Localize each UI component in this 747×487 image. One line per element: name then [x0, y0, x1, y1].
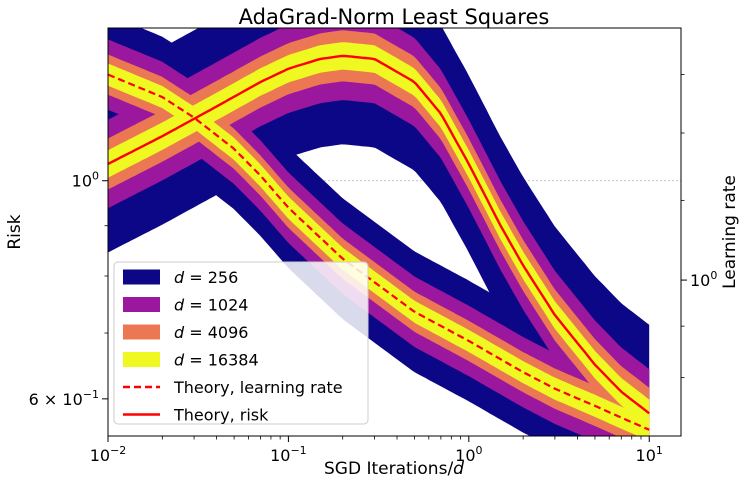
y-right-tick-label: 100 [690, 269, 717, 290]
x-tick-label: 10−1 [270, 444, 307, 465]
y-axis-right: 100 [681, 74, 717, 379]
risk-band-d1024 [108, 28, 650, 436]
y-left-tick-label: 6 × 10−1 [29, 388, 99, 409]
legend-label-d256: d = 256 [174, 268, 238, 287]
theory-risk-line [108, 54, 650, 415]
x-axis-label-var: d [453, 459, 464, 479]
x-axis-label-text: SGD Iterations/ [324, 459, 453, 479]
legend: d = 256 d = 1024 d = 4096 d = 16384 Theory, … [113, 261, 369, 425]
legend-box [113, 261, 369, 425]
plot-frame [107, 27, 682, 437]
legend-label-d16384: d = 16384 [174, 351, 259, 370]
legend-swatch-d256 [123, 269, 160, 285]
y-axis-left: 100 6 × 10−1 [29, 170, 108, 409]
x-axis: 10−2 10−1 100 101 [90, 436, 663, 465]
legend-label-risk_line: Theory, risk [173, 406, 269, 425]
x-axis-label: SGD Iterations/d [324, 459, 464, 479]
x-tick-label: 10−2 [90, 444, 127, 465]
chart-title: AdaGrad-Norm Least Squares [239, 5, 550, 29]
legend-label-d4096: d = 4096 [174, 323, 248, 342]
legend-swatch-d16384 [123, 352, 160, 367]
theory-learning-rate-line [108, 73, 650, 431]
y-left-tick-label: 100 [72, 170, 99, 191]
x-tick-label: 100 [455, 444, 482, 465]
lr-band-d16384 [108, 63, 650, 436]
y-axis-left-label: Risk [5, 214, 25, 249]
y-axis-right-label: Learning rate [720, 175, 740, 289]
legend-label-lr_line: Theory, learning rate [173, 378, 343, 397]
legend-swatch-d1024 [123, 297, 160, 312]
x-tick-label: 101 [636, 444, 663, 465]
legend-swatch-d4096 [123, 324, 160, 340]
plot-area [108, 28, 681, 436]
legend-label-d1024: d = 1024 [174, 296, 248, 315]
